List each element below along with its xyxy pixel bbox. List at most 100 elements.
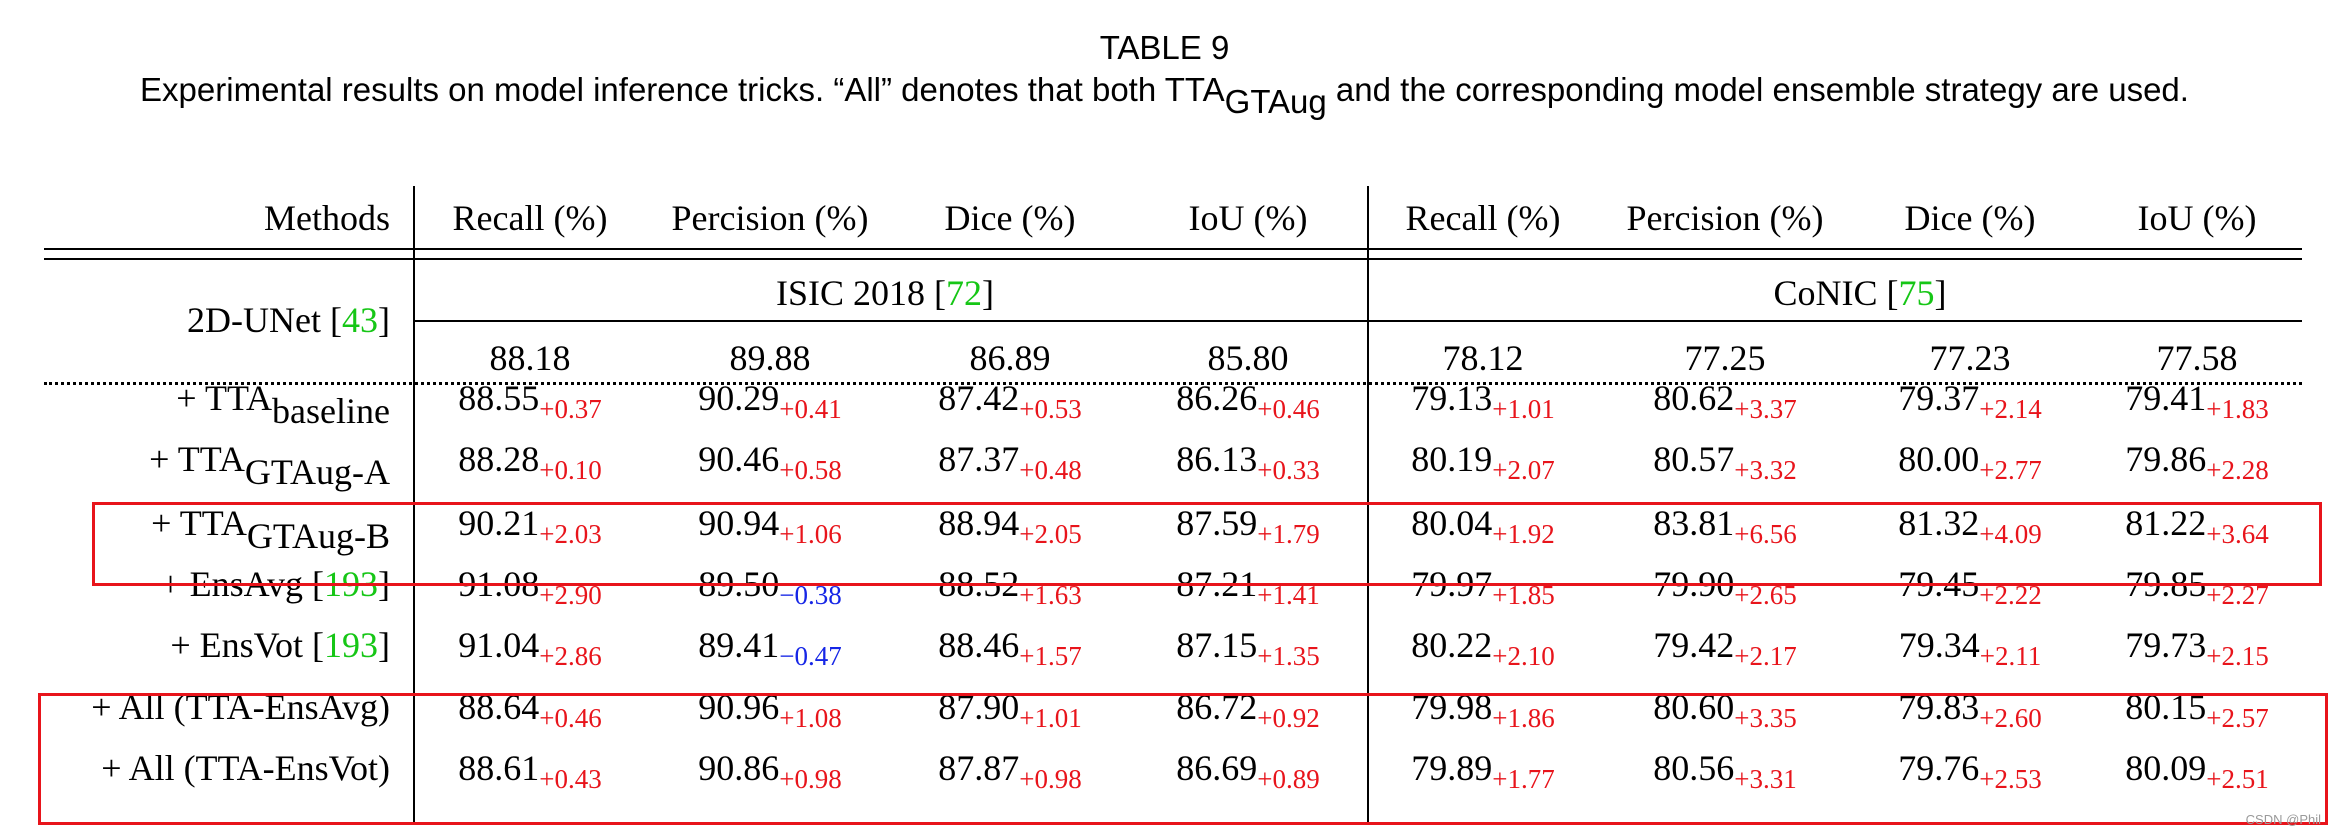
- result-cell: 79.86+2.28: [2125, 439, 2268, 484]
- result-delta: −0.38: [779, 580, 842, 610]
- result-delta: +1.63: [1019, 580, 1082, 610]
- method-label: 2D-UNet [: [187, 300, 342, 340]
- result-value: 80.56: [1653, 748, 1735, 788]
- highlight-box-gtaug-b: [92, 502, 2322, 586]
- caption-pre: Experimental results on model inference …: [140, 71, 1225, 108]
- result-delta: +2.27: [2206, 580, 2269, 610]
- result-delta: +1.08: [779, 703, 842, 733]
- result-cell: 87.37+0.48: [938, 439, 1081, 484]
- dataset-name: CoNIC [: [1773, 273, 1899, 313]
- result-cell: 89.41−0.47: [698, 625, 841, 670]
- result-value: 91.04: [458, 625, 540, 665]
- result-cell: 88.46+1.57: [938, 625, 1081, 670]
- result-value: 88.28: [458, 439, 540, 479]
- column-header: Dice (%): [1904, 198, 2036, 238]
- column-header: Recall (%): [452, 198, 608, 238]
- method-name: + TTAbaseline: [176, 378, 390, 429]
- result-delta: +2.14: [1979, 394, 2042, 424]
- header-rule-bottom: [44, 258, 2302, 260]
- baseline-value: 88.18: [489, 338, 571, 378]
- result-delta: +0.46: [539, 703, 602, 733]
- result-value: 90.86: [698, 748, 780, 788]
- citation-ref: 193: [324, 625, 378, 665]
- result-value: 80.19: [1411, 439, 1493, 479]
- dataset-name-close: ]: [982, 273, 994, 313]
- result-cell: 79.42+2.17: [1653, 625, 1796, 670]
- result-cell: 81.32+4.09: [1898, 503, 2041, 548]
- method-label: + TTA: [149, 439, 245, 479]
- result-delta: +2.03: [539, 519, 602, 549]
- header-rule-top: [44, 248, 2302, 250]
- result-delta: +0.46: [1257, 394, 1320, 424]
- result-delta: +2.28: [2206, 455, 2269, 485]
- baseline-value: 77.58: [2156, 338, 2238, 378]
- result-value: 79.34: [1898, 625, 1980, 665]
- result-delta: +3.35: [1734, 703, 1797, 733]
- result-cell: 91.04+2.86: [458, 625, 601, 670]
- result-value: 89.41: [698, 625, 780, 665]
- result-delta: +1.01: [1492, 394, 1555, 424]
- result-cell: 80.56+3.31: [1653, 748, 1796, 793]
- result-delta: +2.05: [1019, 519, 1082, 549]
- method-name: + TTAGTAug-A: [149, 439, 390, 490]
- result-cell: 86.13+0.33: [1176, 439, 1319, 484]
- column-header: Dice (%): [944, 198, 1076, 238]
- result-value: 80.57: [1653, 439, 1735, 479]
- result-value: 87.59: [1176, 503, 1258, 543]
- result-delta: +2.07: [1492, 455, 1555, 485]
- method-sub: GTAug-B: [247, 516, 390, 556]
- result-cell: 87.90+1.01: [938, 687, 1081, 732]
- result-value: 87.87: [938, 748, 1020, 788]
- result-delta: +2.51: [2206, 764, 2269, 794]
- result-cell: 81.22+3.64: [2125, 503, 2268, 548]
- result-delta: +0.92: [1257, 703, 1320, 733]
- column-header: Percision (%): [1626, 198, 1824, 238]
- result-cell: 80.57+3.32: [1653, 439, 1796, 484]
- result-delta: +0.41: [779, 394, 842, 424]
- method-sub-text: GTAug-A: [244, 452, 390, 492]
- result-value: 88.46: [938, 625, 1020, 665]
- result-delta: +2.65: [1734, 580, 1797, 610]
- result-cell: 80.04+1.92: [1411, 503, 1554, 548]
- result-delta: +0.58: [779, 455, 842, 485]
- result-value: 83.81: [1653, 503, 1735, 543]
- caption-post: and the corresponding model ensemble str…: [1326, 71, 2189, 108]
- column-header: IoU (%): [2137, 198, 2257, 238]
- method-sub: baseline: [272, 391, 390, 431]
- result-delta: +1.85: [1492, 580, 1555, 610]
- result-value: 90.94: [698, 503, 780, 543]
- citation-ref: 72: [946, 273, 982, 313]
- result-value: 86.69: [1176, 748, 1258, 788]
- baseline-value: 85.80: [1207, 338, 1289, 378]
- result-delta: +6.56: [1734, 519, 1797, 549]
- result-delta: +1.86: [1492, 703, 1555, 733]
- result-delta: +2.22: [1979, 580, 2042, 610]
- result-delta: +3.64: [2206, 519, 2269, 549]
- result-delta: +2.90: [539, 580, 602, 610]
- baseline-dotted-rule: [44, 382, 2302, 385]
- dataset-divider-lower: [1367, 321, 1369, 822]
- method-label: + TTA: [151, 503, 247, 543]
- result-cell: 87.59+1.79: [1176, 503, 1319, 548]
- dataset-rule: [414, 320, 2302, 322]
- result-cell: 86.69+0.89: [1176, 748, 1319, 793]
- result-delta: +2.53: [1979, 764, 2042, 794]
- result-value: 87.15: [1176, 625, 1258, 665]
- result-value: 88.61: [458, 748, 540, 788]
- method-label-close: ]: [378, 300, 390, 340]
- dataset-header: ISIC 2018 [72]: [776, 273, 994, 313]
- result-delta: +2.86: [539, 641, 602, 671]
- result-value: 86.13: [1176, 439, 1258, 479]
- result-value: 81.32: [1898, 503, 1980, 543]
- method-sub: GTAug-A: [245, 452, 390, 492]
- result-delta: +2.60: [1979, 703, 2042, 733]
- result-value: 88.94: [938, 503, 1020, 543]
- result-value: 80.00: [1898, 439, 1980, 479]
- result-cell: 88.94+2.05: [938, 503, 1081, 548]
- method-label-close: ]: [378, 625, 390, 665]
- watermark: CSDN @Phil: [2245, 812, 2321, 827]
- result-cell: 90.21+2.03: [458, 503, 601, 548]
- result-delta: +1.77: [1492, 764, 1555, 794]
- result-delta: +1.06: [779, 519, 842, 549]
- table-caption: Experimental results on model inference …: [0, 68, 2329, 118]
